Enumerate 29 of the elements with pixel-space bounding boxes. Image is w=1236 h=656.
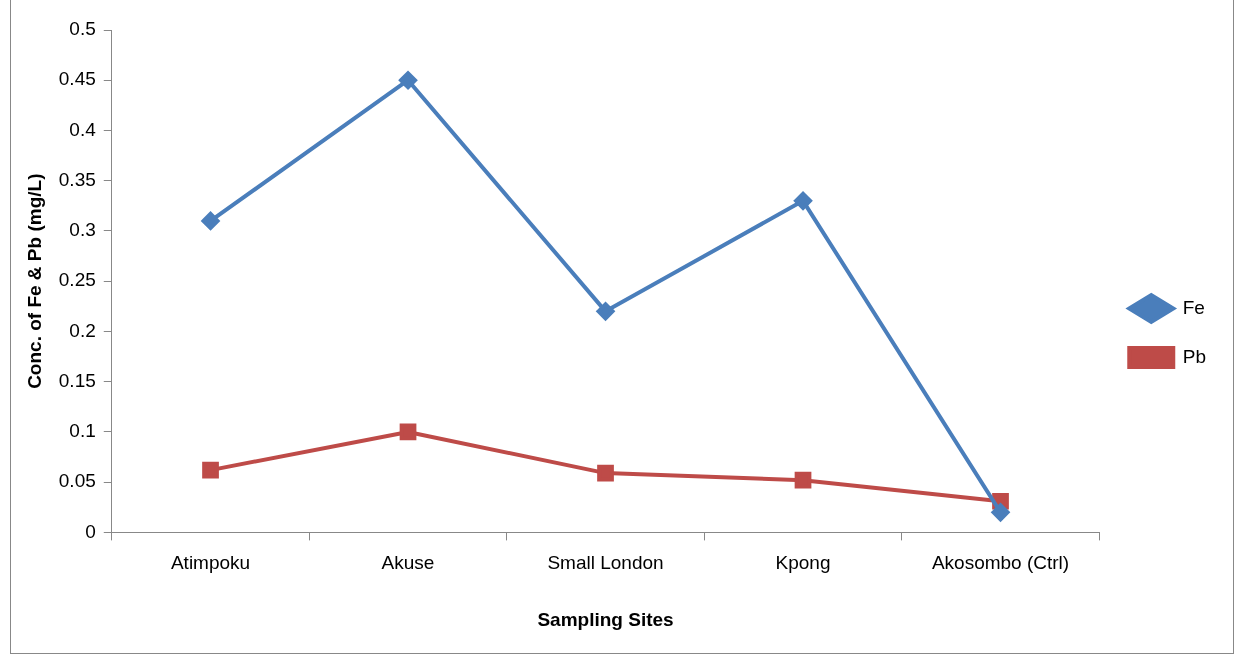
y-tick-label: 0.25 (58, 269, 96, 291)
legend-label: Pb (1182, 345, 1207, 367)
point (399, 71, 418, 90)
x-axis-title: Sampling Sites (537, 608, 674, 630)
y-tick-label: 0.15 (58, 369, 96, 391)
point (597, 464, 614, 482)
y-tick-label: 0 (85, 520, 96, 542)
y-tick-label: 0.05 (58, 470, 96, 492)
point (399, 423, 417, 441)
point (596, 302, 615, 321)
x-tick-label: Akuse (381, 552, 435, 574)
y-tick-label: 0.3 (69, 219, 96, 241)
y-tick-label: 0.2 (69, 319, 96, 341)
x-tick-label: Kpong (775, 552, 831, 574)
y-tick-label: 0.4 (69, 118, 97, 140)
legend-label: Fe (1182, 296, 1205, 318)
x-tick-label: Small London (547, 552, 664, 574)
point (794, 191, 813, 210)
y-tick-label: 0.35 (58, 168, 96, 190)
y-tick-label: 0.5 (69, 18, 96, 40)
point (202, 461, 219, 479)
y-tick-label: 0.1 (69, 420, 96, 442)
point (991, 503, 1010, 522)
y-tick-label: 0.45 (58, 68, 96, 90)
point (201, 211, 220, 230)
y-axis-title: Conc. of Fe & Pb (mg/L) (23, 173, 45, 389)
point (794, 471, 812, 489)
x-tick-label: Akosombo (Ctrl) (931, 552, 1070, 574)
x-tick-label: Atimpoku (170, 552, 251, 574)
